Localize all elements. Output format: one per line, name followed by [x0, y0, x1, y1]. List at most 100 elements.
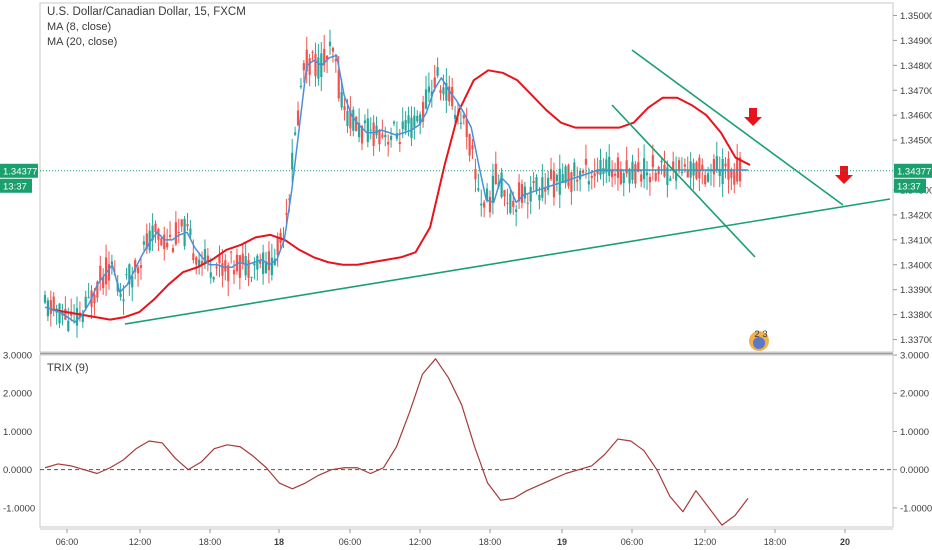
- candle-body: [727, 158, 730, 180]
- candle-body: [264, 261, 268, 274]
- candle-body: [87, 296, 90, 298]
- candle-body: [654, 172, 657, 181]
- main-legend[interactable]: U.S. Dollar/Canadian Dollar, 15, FXCM MA…: [47, 5, 246, 50]
- candle-body: [515, 209, 518, 212]
- candle-body: [608, 156, 611, 176]
- candle-body: [465, 118, 468, 138]
- candle-body: [93, 294, 96, 304]
- time-tick-label: 06:00: [339, 537, 362, 547]
- candle-body: [151, 225, 154, 241]
- logo-flag: [753, 337, 765, 349]
- candle-body: [640, 174, 643, 182]
- candle-body: [410, 117, 413, 138]
- candle-body: [192, 253, 195, 261]
- candle-body: [453, 114, 457, 119]
- candle-body: [198, 259, 201, 267]
- price-tick-label: 1.34600: [900, 111, 932, 122]
- candle-body: [343, 106, 346, 111]
- candle-body: [419, 114, 422, 125]
- candle-body: [398, 142, 401, 145]
- price-axis[interactable]: 1.33700 1.33800 1.33900 1.34000 1.34100 1.342…: [893, 11, 932, 346]
- countdown-badge-text: 13:37: [897, 181, 921, 192]
- candle-body: [471, 145, 474, 150]
- trix-tick-label-left: 3.0000: [3, 351, 32, 362]
- ma8-series: [44, 54, 748, 323]
- trix-legend[interactable]: TRIX (9): [47, 361, 89, 376]
- price-tick-label: 1.34800: [900, 61, 932, 72]
- candle-body: [468, 133, 471, 156]
- ma20-series: [51, 69, 751, 321]
- candle-body: [686, 170, 689, 178]
- time-axis[interactable]: 06:00 12:00 18:00 18 06:00 12:00 18:00 19 06:00 1…: [56, 529, 850, 547]
- candle-body: [119, 293, 122, 297]
- candle-body: [503, 190, 506, 197]
- trix-tick-label: 2.0000: [900, 389, 929, 400]
- candle-body: [407, 115, 410, 124]
- candle-body: [532, 180, 535, 183]
- candle-body: [253, 263, 256, 266]
- ma8-legend[interactable]: MA (8, close): [47, 21, 112, 33]
- candle-body: [506, 202, 509, 204]
- candle-body: [451, 87, 454, 107]
- candle-body: [643, 158, 646, 180]
- candle-body: [526, 202, 529, 204]
- candle-body: [392, 121, 396, 124]
- candle-body: [634, 164, 637, 184]
- candle-body: [75, 308, 79, 326]
- candle-body: [285, 213, 288, 215]
- candle-body: [241, 253, 244, 265]
- price-badge-text: 1.34377: [3, 166, 37, 177]
- candle-body: [404, 120, 407, 131]
- candle-body: [669, 178, 672, 181]
- ma20-legend[interactable]: MA (20, close): [47, 36, 118, 48]
- candle-body: [267, 251, 271, 271]
- candle-body: [683, 164, 686, 167]
- candle-body: [512, 200, 515, 207]
- trix-label[interactable]: TRIX (9): [47, 362, 89, 374]
- candle-body: [666, 167, 669, 185]
- candle-body: [107, 264, 111, 281]
- candle-body: [483, 202, 486, 208]
- candle-body: [547, 177, 550, 191]
- candle-body: [628, 169, 631, 184]
- candle-body: [549, 169, 553, 180]
- candle-body: [378, 129, 381, 145]
- candle-body: [238, 255, 241, 278]
- candle-body: [395, 133, 399, 139]
- trendline-drawings[interactable]: [124, 49, 891, 325]
- candle-body: [436, 67, 439, 76]
- candle-body: [64, 308, 67, 320]
- candle-body: [49, 300, 52, 314]
- candle-body: [401, 121, 404, 130]
- candle-body: [52, 296, 55, 310]
- trix-tick-label-left: 1.0000: [3, 427, 32, 438]
- trix-axis[interactable]: 3.0000 3.0000 2.0000 2.0000 1.0000 1.0000 0.00…: [3, 351, 932, 515]
- candle-body: [677, 160, 681, 171]
- symbol-title[interactable]: U.S. Dollar/Canadian Dollar, 15, FXCM: [47, 6, 246, 18]
- trix-tick-label: 3.0000: [900, 351, 929, 362]
- time-tick-label: 12:00: [694, 537, 717, 547]
- candle-body: [128, 264, 131, 285]
- candle-body: [587, 180, 590, 185]
- candle-body: [323, 48, 326, 66]
- time-tick-label: 12:00: [129, 537, 152, 547]
- candle-body: [84, 296, 87, 309]
- candle-body: [389, 135, 393, 141]
- candle-body: [352, 109, 355, 131]
- price-tick-label: 1.33800: [900, 310, 932, 321]
- sell-arrow-1: [744, 108, 762, 126]
- candle-body: [110, 261, 113, 265]
- countdown-badge-text: 13:37: [3, 181, 27, 192]
- candle-body: [355, 116, 358, 132]
- candle-body: [206, 255, 209, 262]
- price-tick-label: 1.34000: [900, 260, 932, 271]
- price-tick-label: 1.34900: [900, 36, 932, 47]
- candle-body: [168, 234, 172, 237]
- candle-body: [142, 241, 145, 245]
- candle-body: [43, 295, 47, 303]
- trix-tick-label-left: -1.0000: [3, 503, 35, 514]
- candle-body: [509, 193, 512, 213]
- candle-body: [544, 187, 547, 192]
- candle-body: [363, 120, 367, 124]
